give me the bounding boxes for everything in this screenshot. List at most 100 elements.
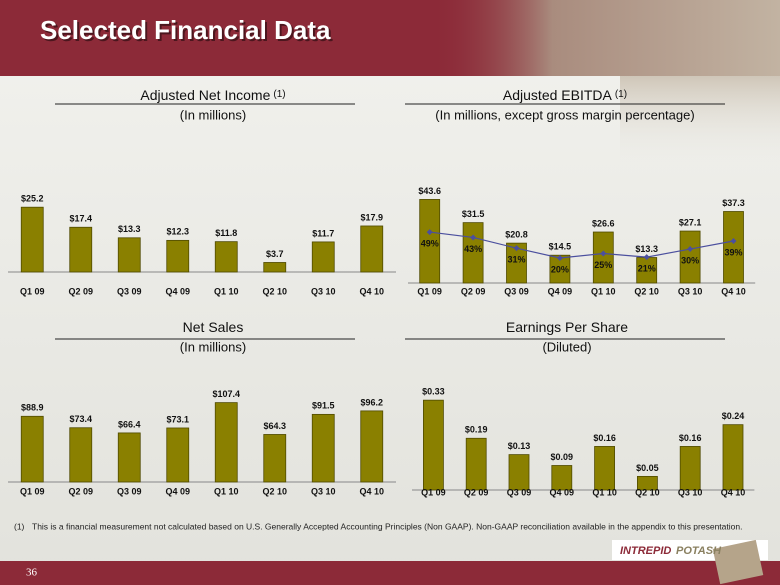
data-label: $88.9: [21, 403, 44, 413]
x-tick-label: Q4 09: [165, 486, 190, 496]
data-label: $0.09: [551, 452, 574, 462]
data-label: $0.19: [465, 425, 488, 435]
bar: [506, 242, 527, 284]
x-tick-label: Q1 10: [591, 286, 616, 296]
chart-subtitle: (In millions): [180, 339, 246, 354]
data-label: $0.33: [422, 387, 445, 397]
chart-title-note: (1): [615, 89, 627, 100]
bar: [311, 241, 335, 273]
chart-title-text: Net Sales: [183, 319, 244, 335]
data-label: $17.4: [69, 214, 92, 224]
margin-label: 43%: [464, 244, 482, 254]
x-tick-label: Q4 10: [721, 286, 746, 296]
margin-marker: [426, 229, 433, 236]
margin-marker: [730, 238, 737, 245]
x-tick-label: Q2 10: [634, 286, 659, 296]
bar: [117, 432, 141, 483]
x-tick-label: Q4 09: [548, 286, 573, 296]
x-tick-label: Q1 09: [20, 286, 45, 296]
margin-label: 21%: [638, 263, 656, 273]
x-tick-label: Q1 10: [214, 286, 239, 296]
bar: [594, 446, 615, 491]
x-tick-label: Q3 10: [311, 486, 336, 496]
chart-subtitle: (In millions): [180, 107, 246, 122]
margin-marker: [556, 254, 563, 261]
margin-marker: [513, 245, 520, 252]
data-label: $14.5: [549, 242, 572, 252]
data-label: $64.3: [263, 421, 286, 431]
bar: [592, 231, 614, 284]
footer-band: [0, 561, 780, 585]
data-label: $26.6: [592, 218, 615, 228]
data-label: $43.6: [418, 186, 441, 196]
data-label: $0.13: [508, 441, 531, 451]
margin-marker: [600, 250, 607, 257]
data-label: $37.3: [722, 198, 745, 208]
bar: [166, 427, 190, 483]
chart-subtitle: (In millions, except gross margin percen…: [435, 107, 694, 122]
x-tick-label: Q1 10: [592, 487, 617, 497]
x-tick-label: Q4 09: [165, 286, 190, 296]
bar: [69, 427, 93, 483]
data-label: $0.05: [636, 463, 659, 473]
bar: [166, 239, 190, 273]
bar: [214, 241, 238, 273]
chart-title: Earnings Per Share: [506, 319, 628, 335]
margin-marker: [687, 246, 694, 253]
bar: [311, 413, 335, 483]
margin-marker: [643, 254, 650, 261]
data-label: $91.5: [312, 401, 335, 411]
data-label: $11.7: [312, 228, 334, 238]
x-tick-label: Q1 09: [417, 286, 442, 296]
logo-emblem: [712, 539, 764, 585]
margin-label: 20%: [551, 264, 569, 274]
bar: [69, 226, 93, 273]
header-image-fade: [620, 76, 780, 166]
x-tick-label: Q3 09: [117, 486, 142, 496]
bar: [722, 424, 744, 491]
chart-title-text: Adjusted EBITDA: [503, 87, 613, 103]
data-label: $96.2: [360, 397, 383, 407]
bar: [20, 415, 44, 483]
footnote-marker: (1): [14, 521, 25, 531]
bar: [465, 437, 487, 491]
data-label: $31.5: [462, 209, 485, 219]
x-tick-label: Q2 09: [68, 486, 93, 496]
margin-label: 31%: [507, 255, 525, 265]
x-tick-label: Q2 10: [262, 486, 287, 496]
bar: [679, 446, 701, 491]
data-label: $17.9: [360, 212, 383, 222]
x-tick-label: Q1 09: [421, 487, 446, 497]
x-tick-label: Q4 10: [359, 486, 384, 496]
x-tick-label: Q4 10: [721, 487, 746, 497]
logo-word: POTASH: [676, 545, 722, 557]
header-image: [430, 0, 780, 76]
x-tick-label: Q4 09: [550, 487, 575, 497]
data-label: $73.4: [69, 414, 92, 424]
data-label: $0.16: [679, 433, 702, 443]
bar: [508, 454, 530, 491]
bar: [723, 211, 744, 284]
chart-title: Adjusted EBITDA (1): [503, 87, 627, 103]
margin-label: 39%: [724, 247, 742, 257]
data-label: $73.1: [166, 414, 189, 424]
data-label: $3.7: [266, 249, 284, 259]
page-number: 36: [26, 567, 38, 579]
x-tick-label: Q3 09: [117, 286, 142, 296]
bar: [360, 225, 384, 273]
bar: [637, 475, 658, 491]
data-label: $0.16: [593, 433, 616, 443]
data-label: $11.8: [215, 228, 237, 238]
title-shadow: Selected Financial Data: [42, 17, 333, 47]
bar: [551, 465, 573, 491]
data-label: $107.4: [212, 389, 240, 399]
bar: [422, 399, 444, 491]
x-tick-label: Q3 10: [678, 487, 703, 497]
data-label: $20.8: [505, 230, 528, 240]
chart-title: Net Sales: [183, 319, 244, 335]
x-tick-label: Q2 10: [635, 487, 660, 497]
x-tick-label: Q1 10: [214, 486, 239, 496]
x-tick-label: Q3 10: [311, 286, 336, 296]
bar: [117, 237, 141, 273]
